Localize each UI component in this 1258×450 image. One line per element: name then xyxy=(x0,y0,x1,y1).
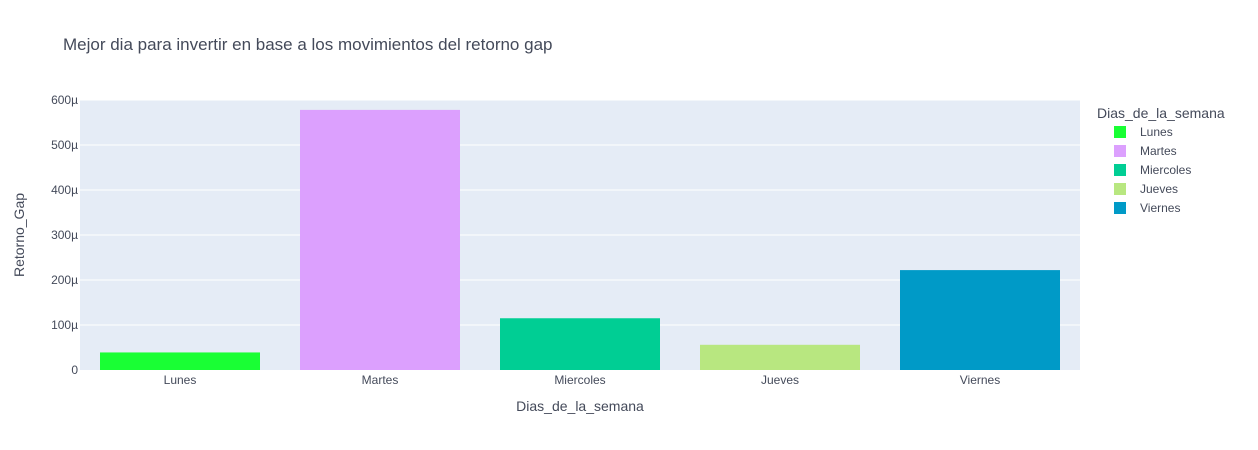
bar-martes[interactable] xyxy=(300,109,460,371)
y-ticks: 0 100µ 200µ 300µ 400µ 500µ 600µ xyxy=(51,93,78,377)
gridlines xyxy=(80,99,1080,326)
legend: Dias_de_la_semana Lunes Martes Miercoles Ju… xyxy=(1097,105,1225,215)
x-tick-label: Lunes xyxy=(164,373,197,387)
bars xyxy=(100,109,1060,371)
y-axis-title: Retorno_Gap xyxy=(11,193,27,277)
legend-item-label[interactable]: Miercoles xyxy=(1140,163,1191,177)
bar-miercoles[interactable] xyxy=(500,318,660,370)
y-tick-label: 600µ xyxy=(51,93,78,107)
legend-swatch[interactable] xyxy=(1114,183,1126,195)
legend-item-label[interactable]: Jueves xyxy=(1140,182,1178,196)
y-tick-label: 300µ xyxy=(51,228,78,242)
bar-viernes[interactable] xyxy=(900,270,1060,370)
x-tick-label: Miercoles xyxy=(554,373,605,387)
y-tick-label: 0 xyxy=(71,363,78,377)
legend-item-label[interactable]: Martes xyxy=(1140,144,1177,158)
bar-lunes[interactable] xyxy=(100,352,260,370)
y-tick-label: 100µ xyxy=(51,318,78,332)
x-tick-label: Viernes xyxy=(960,373,1000,387)
x-axis-title: Dias_de_la_semana xyxy=(516,398,644,414)
bar-jueves[interactable] xyxy=(700,344,860,370)
y-tick-label: 500µ xyxy=(51,138,78,152)
y-tick-label: 400µ xyxy=(51,183,78,197)
legend-swatch[interactable] xyxy=(1114,164,1126,176)
y-tick-label: 200µ xyxy=(51,273,78,287)
x-tick-label: Jueves xyxy=(761,373,799,387)
chart-title: Mejor dia para invertir en base a los mo… xyxy=(63,35,552,54)
legend-swatch[interactable] xyxy=(1114,145,1126,157)
legend-title: Dias_de_la_semana xyxy=(1097,105,1225,121)
legend-swatch[interactable] xyxy=(1114,202,1126,214)
legend-swatch[interactable] xyxy=(1114,126,1126,138)
x-ticks: Lunes Martes Miercoles Jueves Viernes xyxy=(164,373,1001,387)
x-tick-label: Martes xyxy=(362,373,399,387)
legend-item-label[interactable]: Lunes xyxy=(1140,125,1173,139)
legend-item-label[interactable]: Viernes xyxy=(1140,201,1180,215)
